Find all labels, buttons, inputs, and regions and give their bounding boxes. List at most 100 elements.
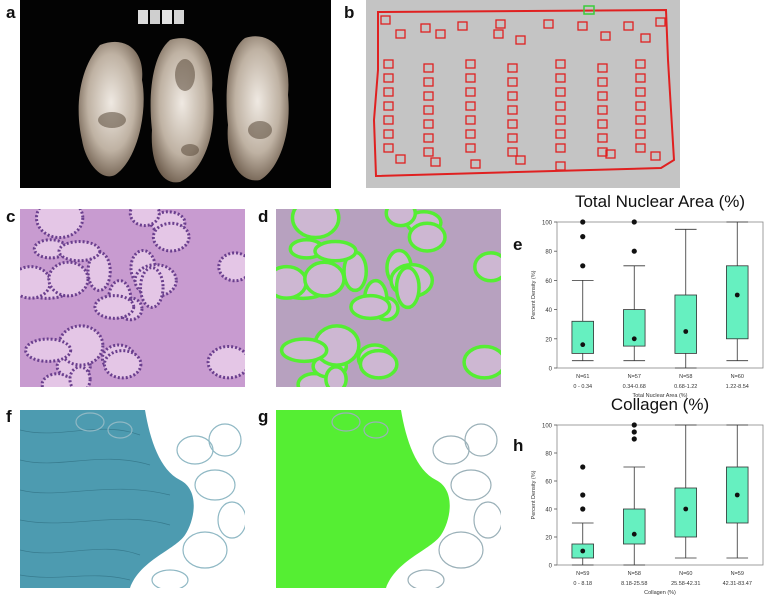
- sample-box: [605, 149, 616, 159]
- sample-box: [470, 159, 481, 169]
- sample-box: [555, 129, 566, 139]
- sample-box: [555, 143, 566, 153]
- gland-structure: [217, 251, 245, 283]
- gland-structure: [139, 266, 165, 309]
- sample-box: [495, 19, 506, 29]
- sample-box: [383, 143, 394, 153]
- sample-box: [655, 17, 666, 27]
- box-chart-nuclear-area: 0 20 40 60 80 100 Percent Density (%) N=61 0 - 0…: [531, 219, 764, 399]
- n-label: N=59: [576, 571, 589, 577]
- tissue-outline: [372, 8, 676, 178]
- sample-box: [635, 73, 646, 83]
- gland-structure: [35, 209, 85, 240]
- sample-box: [457, 21, 468, 31]
- sample-box: [465, 73, 476, 83]
- y-tick-label: 0: [549, 564, 553, 570]
- collagen-stain-image: [20, 410, 245, 588]
- sample-box: [507, 147, 518, 157]
- outlier-point: [631, 248, 637, 254]
- gland-structure: [102, 349, 143, 380]
- panel-label-h: h: [513, 436, 524, 455]
- sample-box: [555, 73, 566, 83]
- median-point: [683, 329, 689, 334]
- gland-structure: [57, 240, 102, 263]
- y-tick-label: 40: [545, 308, 552, 314]
- sample-box: [577, 21, 588, 31]
- median-point: [683, 506, 689, 512]
- specimen-labels: [138, 10, 184, 24]
- x-tick-label: 8.18-25.58: [621, 581, 647, 587]
- outlier-point: [580, 464, 586, 470]
- sample-box: [597, 133, 608, 143]
- chart-e-title: Total Nuclear Area (%): [574, 192, 746, 211]
- sample-box: [465, 129, 476, 139]
- selected-sample-box: [583, 5, 595, 15]
- y-tick-label: 100: [542, 221, 553, 227]
- y-tick-label: 60: [545, 279, 552, 285]
- sample-box: [555, 161, 566, 171]
- sample-box: [635, 129, 646, 139]
- outlier-point: [631, 436, 637, 442]
- x-tick-label: 0 - 8.18: [573, 581, 592, 587]
- x-tick-label: 0.34-0.68: [623, 384, 646, 390]
- box: [623, 309, 646, 347]
- sample-box: [543, 19, 554, 29]
- sample-box: [507, 77, 518, 87]
- median-point: [580, 548, 586, 554]
- y-tick-label: 80: [545, 250, 552, 256]
- panel-label-g: g: [258, 407, 269, 426]
- sample-box: [635, 87, 646, 97]
- he-stain-image: [20, 209, 245, 387]
- sample-box: [597, 77, 608, 87]
- sample-box: [640, 33, 651, 43]
- y-tick-label: 20: [545, 337, 552, 343]
- tissue-slice-middle: [150, 38, 214, 183]
- box: [623, 508, 646, 545]
- y-tick-label: 0: [549, 367, 553, 373]
- sample-box: [555, 115, 566, 125]
- y-axis-label: Percent Density (%): [531, 470, 537, 519]
- sample-box: [423, 91, 434, 101]
- x-axis-label: Collagen (%): [644, 590, 676, 596]
- panel-label-a: a: [6, 3, 16, 22]
- y-tick-label: 20: [545, 536, 552, 542]
- nucleus-mask: [407, 221, 447, 253]
- n-label: N=61: [576, 374, 589, 380]
- x-tick-label: 0.68-1.22: [674, 384, 697, 390]
- median-point: [734, 292, 740, 298]
- nucleus-mask: [358, 348, 399, 380]
- n-label: N=60: [731, 374, 744, 380]
- sample-box: [555, 101, 566, 111]
- sample-box: [600, 31, 611, 41]
- sample-box: [597, 91, 608, 101]
- box: [571, 320, 594, 354]
- tissue-slices-photo: [20, 0, 331, 188]
- box: [726, 265, 749, 340]
- sample-box: [507, 91, 518, 101]
- outlier-point: [580, 506, 586, 512]
- sample-box: [635, 143, 646, 153]
- nucleus-mask: [290, 209, 341, 240]
- sample-box: [383, 101, 394, 111]
- nucleus-mask: [462, 344, 501, 380]
- outlier-point: [631, 219, 637, 225]
- box-chart-collagen: 0 20 40 60 80 100 Percent Density (%) N=59 0 - 8…: [531, 422, 764, 596]
- panel-label-b: b: [344, 3, 355, 22]
- sample-box: [555, 59, 566, 69]
- nucleus-mask: [384, 209, 418, 228]
- gland-structure: [206, 344, 245, 380]
- median-point: [734, 492, 740, 498]
- sample-box: [515, 155, 526, 165]
- nucleus-mask: [394, 265, 421, 310]
- nucleus-mask: [279, 337, 329, 364]
- sample-box: [597, 147, 608, 157]
- median-point: [631, 336, 637, 342]
- sample-box: [423, 77, 434, 87]
- sample-box: [507, 63, 518, 73]
- sample-box: [423, 147, 434, 157]
- sample-box: [635, 101, 646, 111]
- y-tick-label: 60: [545, 480, 552, 486]
- median-point: [631, 531, 637, 537]
- gland-structure: [68, 365, 92, 387]
- panel-label-d: d: [258, 207, 269, 226]
